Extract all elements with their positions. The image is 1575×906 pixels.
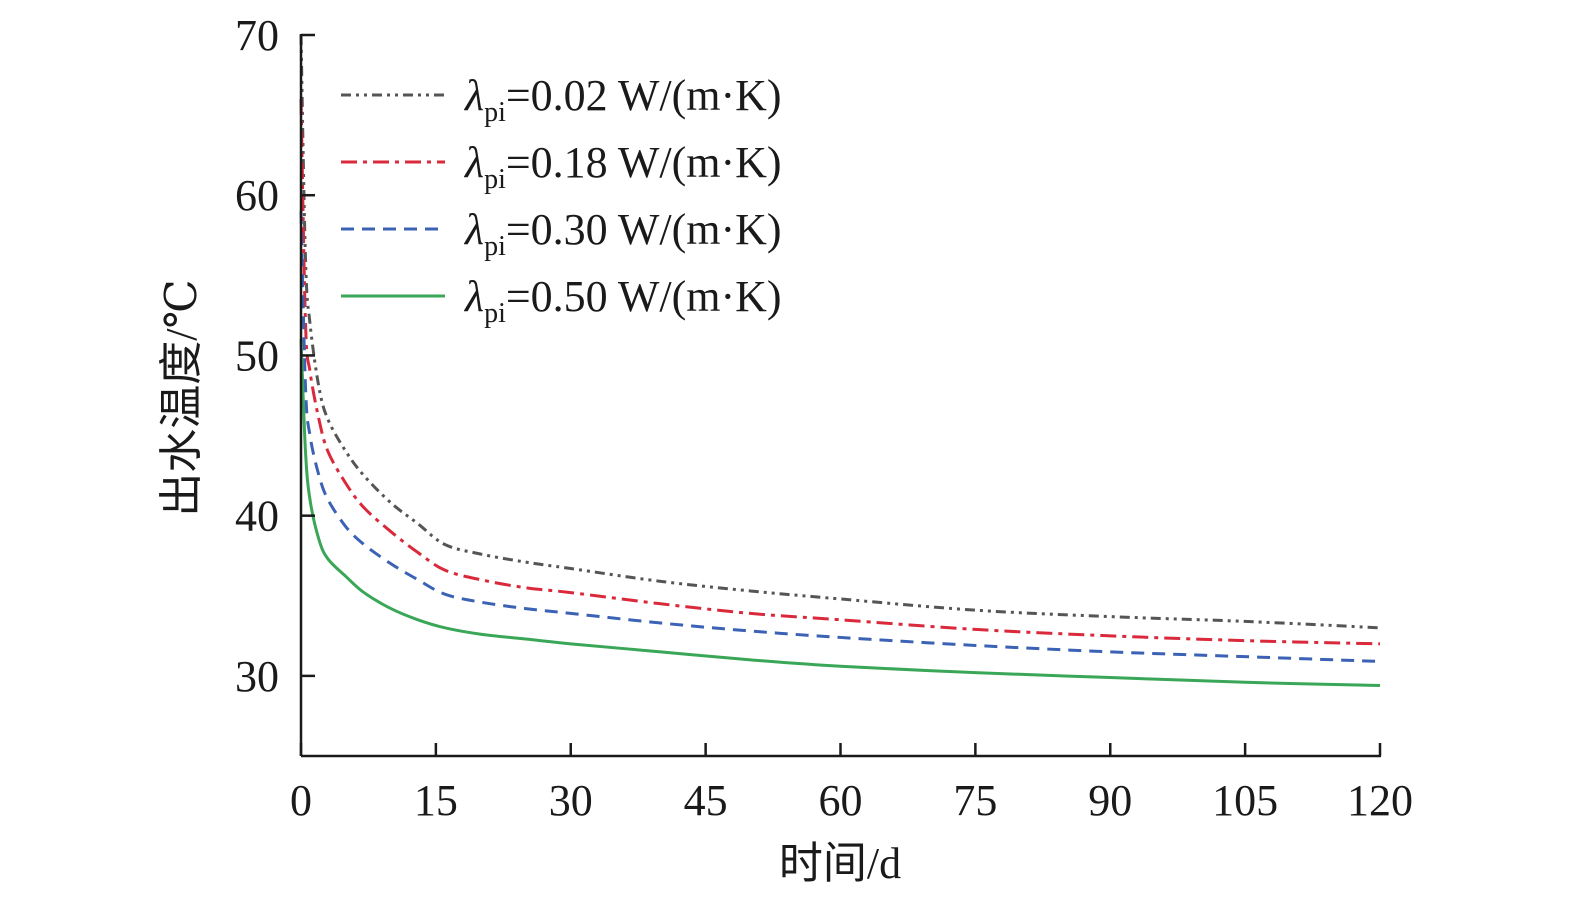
- x-tick-label: 15: [414, 776, 458, 825]
- y-tick-label: 60: [235, 171, 279, 220]
- y-axis-label: 出水温度/℃: [157, 279, 206, 516]
- legend: λpi=0.02 W/(m·K) λpi=0.18 W/(m·K) λpi=0.30…: [341, 71, 782, 329]
- series-line-0: [299, 34, 1381, 630]
- series-line-2: [299, 211, 1381, 663]
- y-tick-label: 70: [235, 11, 279, 60]
- x-tick-label: 75: [953, 776, 997, 825]
- y-tick-label: 50: [235, 331, 279, 380]
- x-tick-label: 0: [290, 776, 312, 825]
- x-tick-label: 60: [819, 776, 863, 825]
- series-line-1: [299, 99, 1381, 646]
- legend-label: λpi=0.30 W/(m·K): [463, 205, 782, 262]
- x-axis-label: 时间/d: [779, 839, 901, 888]
- y-tick-label: 30: [235, 652, 279, 701]
- legend-label: λpi=0.18 W/(m·K): [463, 138, 782, 195]
- x-tick-label: 105: [1212, 776, 1278, 825]
- y-tick-label: 40: [235, 492, 279, 541]
- x-tick-label: 120: [1347, 776, 1413, 825]
- x-tick-label: 45: [684, 776, 728, 825]
- x-tick-label: 30: [549, 776, 593, 825]
- axes: 30 40 50 60 70 0 15 30 45 60 75 90 105 120: [235, 11, 1413, 825]
- plot-area: [299, 34, 1381, 688]
- legend-label: λpi=0.02 W/(m·K): [463, 71, 782, 128]
- legend-label: λpi=0.50 W/(m·K): [463, 272, 782, 329]
- x-tick-label: 90: [1088, 776, 1132, 825]
- series-line-3: [299, 339, 1381, 688]
